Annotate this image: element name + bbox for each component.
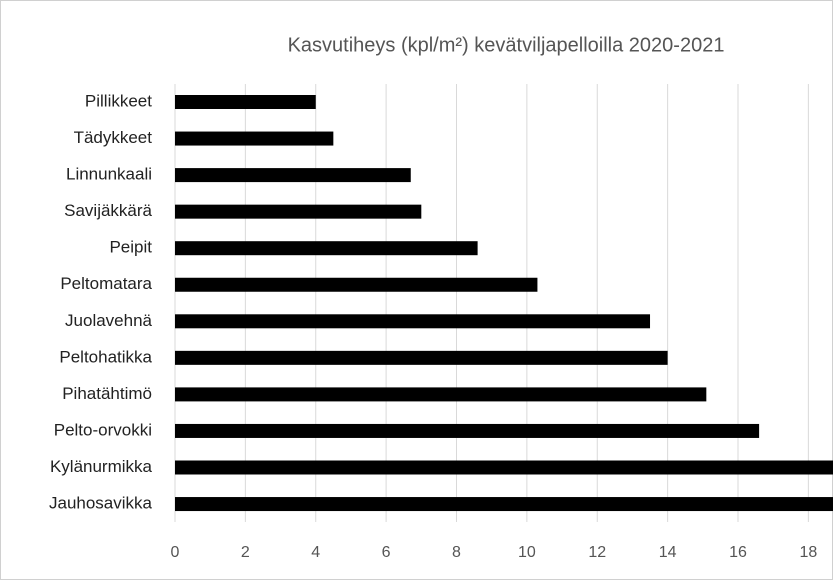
bar [175, 241, 478, 256]
bar [175, 460, 833, 475]
x-tick-label: 0 [171, 544, 180, 561]
y-tick-label: Pihatähtimö [62, 384, 152, 403]
y-tick-label: Peltomatara [60, 274, 152, 293]
bar [175, 277, 538, 292]
bar [175, 204, 422, 219]
bar [175, 423, 760, 438]
x-tick-label: 2 [241, 544, 250, 561]
y-tick-label: Linnunkaali [66, 165, 152, 184]
bar [175, 168, 411, 183]
bar [175, 95, 316, 109]
y-tick-label: Peipit [109, 238, 152, 257]
bar [175, 350, 668, 365]
x-tick-label: 18 [799, 544, 817, 561]
y-tick-label: Peltohatikka [59, 347, 152, 366]
x-tick-label: 14 [659, 544, 677, 561]
x-tick-label: 4 [311, 544, 320, 561]
x-tick-label: 16 [729, 544, 747, 561]
bar [175, 497, 833, 512]
bar [175, 314, 651, 329]
y-tick-label: Juolavehnä [65, 311, 153, 330]
x-tick-label: 12 [588, 544, 606, 561]
y-tick-label: Tädykkeet [74, 128, 153, 147]
y-tick-label: Pelto-orvokki [54, 420, 152, 439]
y-tick-label: Jauhosavikka [49, 494, 153, 513]
bar [175, 387, 707, 402]
x-tick-label: 6 [382, 544, 391, 561]
y-tick-label: Savijäkkärä [64, 201, 152, 220]
bar [175, 131, 334, 146]
chart-title: Kasvutiheys (kpl/m²) kevätviljapelloilla… [288, 34, 725, 56]
y-tick-label: Pillikkeet [85, 91, 152, 110]
x-tick-label: 10 [518, 544, 536, 561]
x-tick-label: 8 [452, 544, 461, 561]
y-tick-label: Kylänurmikka [50, 457, 153, 476]
